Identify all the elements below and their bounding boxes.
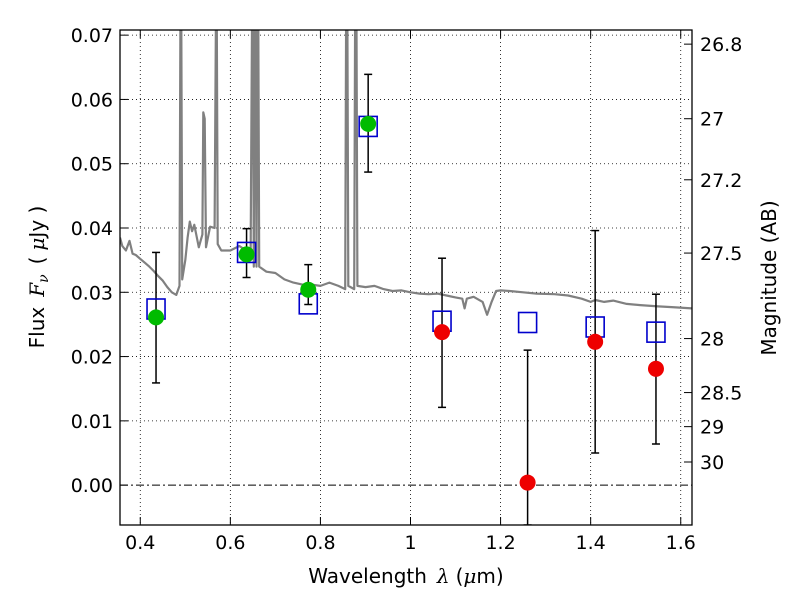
model-flux-square <box>517 311 538 334</box>
y2-tick-label: 28 <box>700 329 724 351</box>
y-tick-label: 0.05 <box>71 154 113 176</box>
y2-tick-label: 26.8 <box>700 34 742 56</box>
y2-tick-label: 29 <box>700 417 724 439</box>
observed-flux-point <box>148 309 165 326</box>
x-axis-label: Wavelength λ (μm) <box>308 564 503 588</box>
model-photometry-layer <box>146 115 666 343</box>
y-tick-label: 0.01 <box>71 411 113 433</box>
observed-flux-point <box>519 474 536 491</box>
y-axis-label: FluxFν(μJy ) <box>25 206 52 349</box>
x-tick-label: 1.2 <box>485 532 515 554</box>
y-axis-ticks: 0.00 0.01 0.02 0.03 0.04 0.05 0.06 0.07 <box>71 25 128 497</box>
x-tick-label: 1.6 <box>666 532 696 554</box>
x-tick-label: 0.4 <box>125 532 155 554</box>
model-sed-layer <box>120 30 692 316</box>
y-tick-label: 0.04 <box>71 218 113 240</box>
y-tick-label: 0.07 <box>71 25 113 47</box>
observed-photometry-layer <box>148 115 664 491</box>
observed-flux-point <box>647 360 664 377</box>
model-flux-square <box>646 321 666 343</box>
x-tick-label: 0.8 <box>305 532 335 554</box>
plot-frame <box>119 29 693 526</box>
x-tick-label: 1 <box>404 532 416 554</box>
x-axis-ticks: 0.4 0.6 0.8 1 1.2 1.4 1.6 <box>125 30 696 554</box>
y2-tick-label: 27.2 <box>700 170 742 192</box>
y2-tick-label: 27.5 <box>700 243 742 265</box>
x-tick-label: 1.4 <box>576 532 606 554</box>
y-tick-label: 0.00 <box>71 475 113 497</box>
x-tick-label: 0.6 <box>215 532 245 554</box>
model-flux-square <box>236 241 257 264</box>
grid-lines <box>120 30 692 525</box>
observed-flux-point <box>300 281 317 298</box>
y2-axis-ticks: 26.8 27 27.2 27.5 28 28.5 29 30 <box>684 34 742 474</box>
y2-tick-label: 30 <box>700 452 724 474</box>
y-tick-label: 0.06 <box>71 89 113 111</box>
y2-tick-label: 27 <box>700 109 724 131</box>
model-sed-line <box>120 30 692 316</box>
y-tick-label: 0.03 <box>71 282 113 304</box>
observed-flux-point <box>434 324 451 341</box>
y2-axis-label: Magnitude (AB) <box>757 200 781 355</box>
observed-flux-point <box>587 333 604 350</box>
y2-tick-label: 28.5 <box>700 383 742 405</box>
observed-flux-point <box>360 115 377 132</box>
y-tick-label: 0.02 <box>71 347 113 369</box>
observed-flux-point <box>238 246 255 263</box>
